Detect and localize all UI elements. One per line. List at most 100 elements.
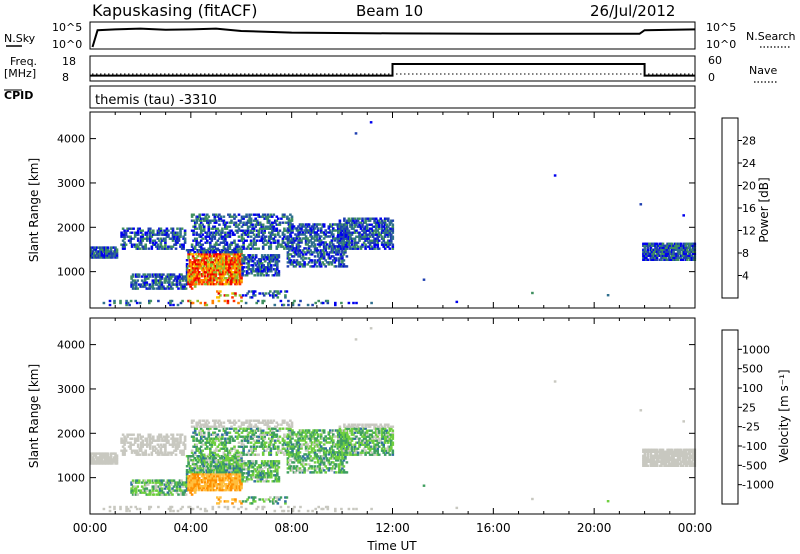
data-cell: [254, 476, 258, 479]
data-cell: [175, 491, 179, 494]
data-cell: [247, 268, 250, 271]
data-cell: [663, 254, 666, 257]
data-cell: [140, 279, 144, 282]
data-cell: [352, 219, 355, 222]
data-cell: [655, 246, 659, 249]
data-cell: [657, 248, 660, 251]
data-cell: [237, 255, 240, 258]
data-cell: [254, 270, 258, 273]
data-cell: [247, 260, 250, 263]
data-cell: [327, 263, 331, 266]
data-cell: [343, 231, 346, 234]
data-cell: [254, 268, 258, 271]
data-cell: [213, 277, 216, 280]
data-cell: [223, 261, 227, 264]
data-cell: [383, 227, 387, 230]
data-cell: [257, 421, 260, 424]
data-cell: [191, 277, 195, 280]
data-cell: [142, 487, 145, 490]
data-cell: [182, 451, 185, 454]
data-cell: [159, 491, 162, 494]
data-cell: [106, 462, 110, 465]
data-cell: [114, 246, 117, 249]
data-cell: [212, 213, 215, 216]
data-cell: [154, 487, 158, 490]
data-cell: [376, 225, 379, 228]
data-cell: [145, 487, 149, 490]
data-cell: [260, 476, 264, 479]
data-cell: [147, 453, 151, 456]
data-cell: [187, 457, 190, 460]
data-cell: [121, 235, 125, 238]
data-cell: [90, 454, 93, 457]
data-cell: [129, 231, 132, 234]
data-cell: [219, 465, 222, 468]
data-cell: [300, 251, 303, 254]
data-cell: [370, 229, 373, 232]
data-cell: [199, 453, 203, 456]
data-cell: [219, 235, 223, 238]
data-cell: [228, 488, 231, 492]
data-cell: [182, 245, 185, 248]
data-cell: [106, 460, 110, 463]
data-cell: [159, 273, 162, 276]
data-cell: [319, 239, 323, 242]
data-cell: [237, 485, 240, 488]
data-cell: [222, 421, 226, 424]
data-cell: [196, 299, 199, 303]
data-cell: [96, 250, 99, 253]
data-cell: [216, 471, 219, 474]
date-label: 26/Jul/2012: [590, 2, 675, 20]
data-cell: [234, 251, 237, 254]
data-cell: [254, 225, 257, 228]
data-cell: [197, 249, 201, 252]
data-cell: [275, 453, 279, 456]
data-cell: [148, 479, 152, 482]
data-cell: [229, 282, 233, 286]
data-cell: [129, 227, 132, 230]
data-cell: [210, 479, 213, 482]
data-cell: [141, 441, 144, 444]
data-cell: [216, 421, 220, 424]
data-cell: [248, 217, 251, 220]
data-cell: [207, 251, 210, 254]
data-cell: [273, 480, 276, 483]
data-cell: [269, 231, 273, 234]
data-cell: [161, 233, 164, 236]
data-cell: [237, 486, 240, 490]
data-cell: [129, 433, 132, 436]
data-cell: [198, 225, 201, 228]
data-cell: [292, 461, 296, 464]
data-cell: [222, 273, 225, 276]
data-cell: [289, 261, 293, 264]
data-cell: [231, 447, 235, 450]
data-cell: [318, 223, 321, 226]
data-cell: [220, 467, 224, 470]
data-cell: [211, 273, 215, 276]
data-cell: [301, 439, 305, 442]
data-cell: [206, 441, 209, 444]
data-cell: [297, 255, 300, 258]
data-cell: [213, 427, 217, 430]
data-cell: [188, 280, 192, 284]
data-cell: [292, 457, 296, 460]
data-cell: [177, 287, 180, 290]
data-cell: [201, 229, 204, 232]
data-cell: [211, 479, 215, 482]
data-cell: [262, 299, 266, 303]
data-cell: [658, 244, 662, 247]
data-cell: [263, 445, 266, 448]
data-cell: [246, 231, 250, 234]
data-cell: [169, 491, 173, 494]
data-cell: [214, 479, 218, 482]
data-cell: [103, 454, 107, 457]
data-cell: [175, 483, 179, 486]
data-cell: [264, 433, 268, 436]
data-cell: [291, 445, 294, 448]
data-cell: [268, 270, 272, 273]
data-cell: [188, 277, 192, 280]
data-cell: [264, 445, 268, 448]
data-cell: [109, 248, 113, 251]
data-cell: [266, 241, 270, 244]
data-cell: [156, 437, 160, 440]
